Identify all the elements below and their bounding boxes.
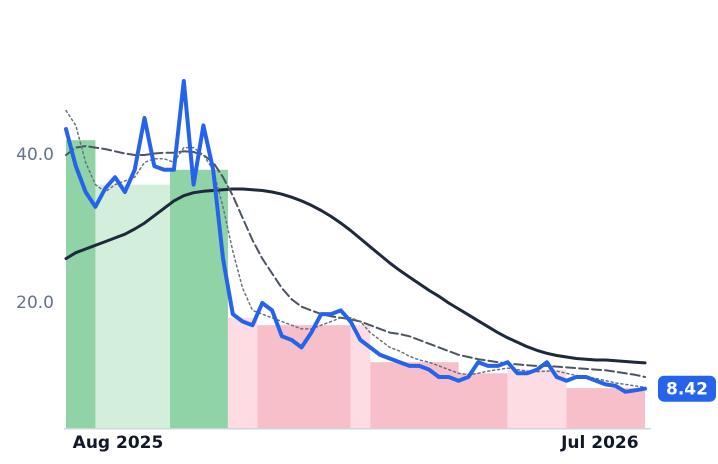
regime-band <box>507 369 567 429</box>
x-tick-label: Aug 2025 <box>73 433 164 453</box>
series-line <box>65 109 646 389</box>
regime-band <box>370 362 459 429</box>
x-tick-label: Jul 2026 <box>560 433 639 453</box>
series-line <box>64 79 647 394</box>
last-value-badge <box>658 375 716 402</box>
series-line <box>64 187 647 365</box>
last-value-label: 8.42 <box>666 380 708 400</box>
regime-band <box>458 373 508 429</box>
regime-band <box>350 325 371 429</box>
regime-band <box>566 388 645 429</box>
regime-band <box>66 140 96 429</box>
y-tick-label: 40.0 <box>16 145 54 165</box>
y-tick-label: 20.0 <box>16 293 54 313</box>
regime-band <box>227 317 258 429</box>
regime-band <box>95 184 171 429</box>
